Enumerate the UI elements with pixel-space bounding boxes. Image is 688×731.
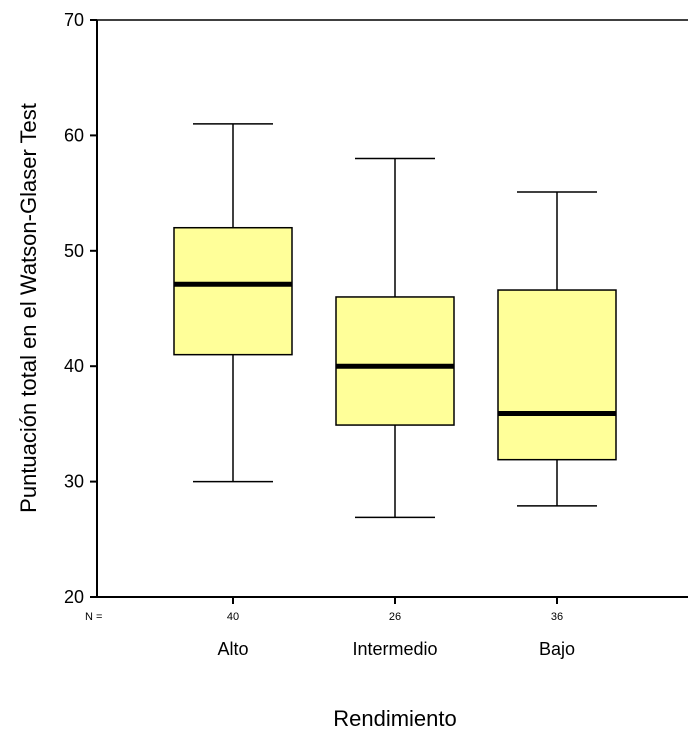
y-tick-label: 70 [64,10,84,30]
y-tick-label: 40 [64,356,84,376]
category-label: Alto [217,639,248,659]
n-count-label: 36 [551,611,563,623]
y-ticks: 20 30 40 50 60 70 [64,10,97,607]
iqr-box [173,226,293,356]
y-tick-label: 20 [64,587,84,607]
iqr-box [335,296,455,426]
boxes [173,123,617,519]
category-label: Bajo [539,639,575,659]
y-tick-label: 30 [64,472,84,492]
plot-frame [96,19,688,598]
y-tick-label: 60 [64,125,84,145]
category-label: Intermedio [352,639,437,659]
n-count-label: 40 [227,611,239,623]
y-tick-label: 50 [64,241,84,261]
x-labels: 40 Alto 26 Intermedio 36 Bajo [217,597,575,659]
box-group-intermedio [335,157,455,519]
box-group-alto [173,123,293,483]
n-count-label: 26 [389,611,401,623]
n-prefix-label: N = [85,611,102,623]
iqr-box [497,289,617,461]
y-axis-title: Puntuación total en el Watson-Glaser Tes… [16,103,41,513]
box-group-bajo [497,191,617,507]
x-axis-title: Rendimiento [333,706,457,731]
